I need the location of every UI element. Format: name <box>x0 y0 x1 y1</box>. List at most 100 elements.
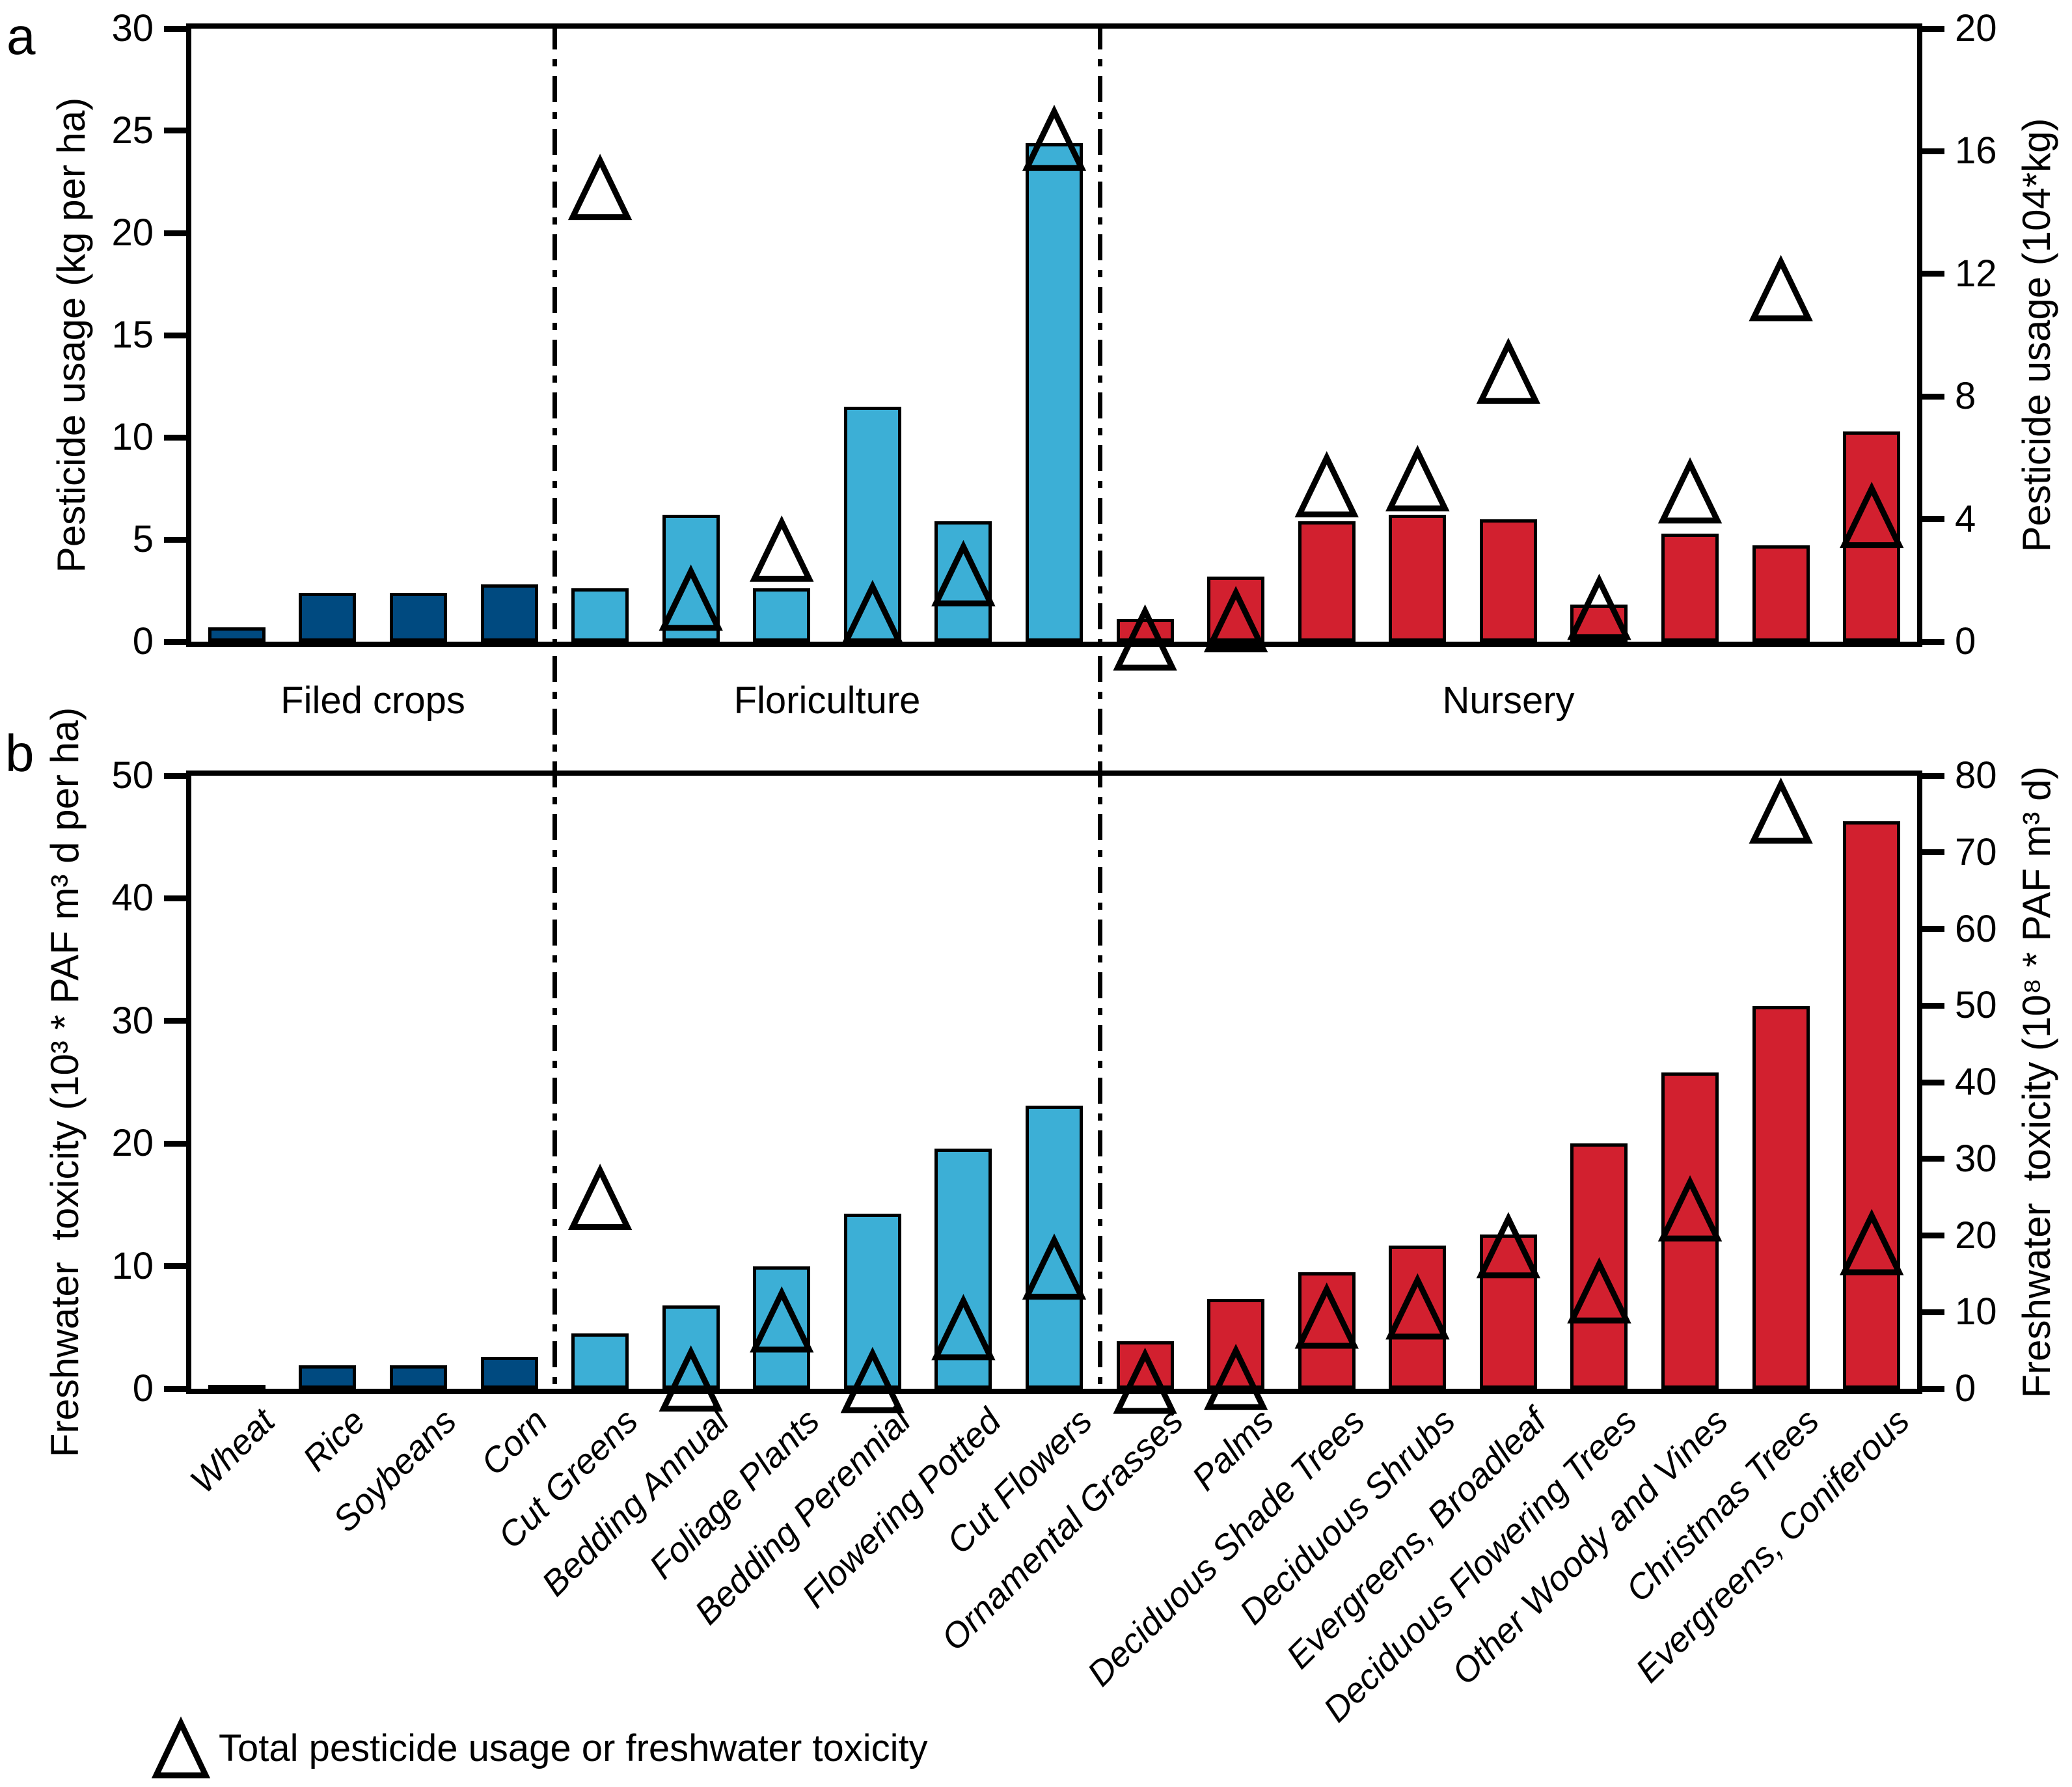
y-tick-left-b <box>164 1263 186 1269</box>
y-tick-label-left-a: 5 <box>132 518 154 560</box>
triangle-marker <box>567 1164 633 1231</box>
bar-foliage-plants <box>753 588 810 642</box>
triangle-marker <box>1657 1175 1723 1242</box>
y-tick-label-right-a: 12 <box>1955 252 1997 295</box>
y-tick-left-b <box>164 1141 186 1147</box>
bar-christmas-trees <box>1752 1006 1810 1389</box>
group-label-field-crops: Filed crops <box>280 679 465 722</box>
bar-corn <box>481 1357 538 1389</box>
triangle-marker <box>1749 254 1813 321</box>
y-tick-label-right-b: 10 <box>1955 1290 1997 1333</box>
triangle-marker <box>1385 444 1450 512</box>
triangle-marker <box>840 1346 905 1413</box>
triangle-marker <box>1749 777 1813 844</box>
y-tick-left-b <box>164 1386 186 1392</box>
panel-b-letter: b <box>5 724 34 782</box>
panel-a-plot-area <box>186 23 1922 671</box>
y-tick-label-left-b: 40 <box>111 877 154 919</box>
bar-palms <box>1207 1299 1264 1389</box>
y-tick-right-b <box>1922 926 1944 932</box>
y-tick-left-a <box>164 435 186 441</box>
y-tick-label-right-b: 0 <box>1955 1367 1976 1410</box>
triangle-marker <box>1203 586 1268 653</box>
legend-label: Total pesticide usage or freshwater toxi… <box>219 1727 928 1769</box>
y-tick-left-b <box>164 895 186 901</box>
bar-corn <box>481 584 538 642</box>
y-tick-right-b <box>1922 773 1944 779</box>
bar-bedding-perennial <box>844 1214 901 1389</box>
y-tick-label-right-a: 4 <box>1955 498 1976 540</box>
y-tick-right-a <box>1922 639 1944 645</box>
y-tick-label-left-a: 0 <box>132 620 154 662</box>
bar-rice <box>299 593 356 642</box>
triangle-markers-overlay-a <box>567 104 1904 671</box>
y-tick-right-a <box>1922 394 1944 400</box>
triangle-markers-overlay-b <box>567 777 1904 1414</box>
triangle-marker <box>750 515 814 582</box>
y-tick-label-right-a: 16 <box>1955 130 1997 172</box>
triangle-marker <box>1113 604 1177 671</box>
y-tick-right-a <box>1922 148 1944 154</box>
group-separator-line-1 <box>552 23 557 1389</box>
bar-evergreens-coniferous <box>1843 431 1900 642</box>
triangle-marker <box>1203 1343 1268 1410</box>
panel-a-letter: a <box>7 7 36 65</box>
triangle-marker <box>567 154 633 221</box>
y-tick-left-a <box>164 230 186 236</box>
y-tick-right-a <box>1922 26 1944 32</box>
group-label-nursery: Nursery <box>1442 679 1575 722</box>
y-tick-right-b <box>1922 1156 1944 1162</box>
bar-rice <box>299 1365 356 1389</box>
y-tick-label-left-a: 25 <box>111 109 154 152</box>
y-tick-label-right-b: 60 <box>1955 908 1997 950</box>
bar-cut-greens <box>571 588 629 642</box>
triangle-marker <box>1567 1257 1631 1324</box>
triangle-marker <box>659 1345 723 1412</box>
bar-bedding-perennial <box>844 407 901 642</box>
y-tick-label-right-b: 40 <box>1955 1061 1997 1103</box>
y-tick-left-b <box>164 773 186 779</box>
bar-deciduous-shrubs <box>1389 515 1446 642</box>
y-tick-right-b <box>1922 849 1944 855</box>
bar-ornamental-grasses <box>1117 1341 1174 1389</box>
bar-flowering-potted <box>934 1149 992 1389</box>
bar-christmas-trees <box>1752 545 1810 642</box>
triangle-marker <box>1476 337 1541 404</box>
triangle-marker <box>1840 1208 1904 1275</box>
y-tick-label-left-b: 0 <box>132 1367 154 1410</box>
y-tick-left-a <box>164 333 186 338</box>
bar-cut-greens <box>571 1333 629 1389</box>
y-tick-label-left-b: 50 <box>111 754 154 797</box>
bar-evergreens-broadleaf <box>1480 519 1537 642</box>
y-tick-right-b <box>1922 1309 1944 1315</box>
y-tick-right-a <box>1922 516 1944 522</box>
y-tick-label-left-a: 20 <box>111 211 154 254</box>
y-tick-label-right-a: 20 <box>1955 7 1997 49</box>
triangle-marker <box>1113 1347 1177 1414</box>
y-tick-label-right-b: 80 <box>1955 754 1997 797</box>
bar-soybeans <box>390 1365 447 1389</box>
y-tick-left-a <box>164 639 186 645</box>
y-tick-label-right-a: 0 <box>1955 620 1976 662</box>
y-tick-label-right-b: 30 <box>1955 1138 1997 1180</box>
triangle-marker <box>1022 1233 1087 1300</box>
group-separator-line-2 <box>1098 23 1102 1389</box>
y-tick-right-b <box>1922 1080 1944 1085</box>
y-tick-label-left-a: 10 <box>111 416 154 458</box>
bar-soybeans <box>390 593 447 642</box>
y-tick-label-right-b: 70 <box>1955 831 1997 873</box>
y-tick-left-a <box>164 26 186 32</box>
y-tick-label-left-a: 30 <box>111 7 154 49</box>
y-tick-label-right-b: 50 <box>1955 984 1997 1026</box>
triangle-marker <box>659 564 723 631</box>
y-tick-left-a <box>164 537 186 543</box>
triangle-marker <box>1567 573 1631 640</box>
bar-evergreens-coniferous <box>1843 821 1900 1389</box>
bar-cut-flowers <box>1026 1106 1083 1389</box>
triangle-marker <box>1385 1273 1450 1340</box>
triangle-marker <box>750 1286 814 1353</box>
triangle-marker <box>1840 482 1904 549</box>
triangle-marker <box>1476 1212 1541 1279</box>
triangle-marker <box>1294 451 1359 517</box>
bar-wheat <box>208 627 266 642</box>
